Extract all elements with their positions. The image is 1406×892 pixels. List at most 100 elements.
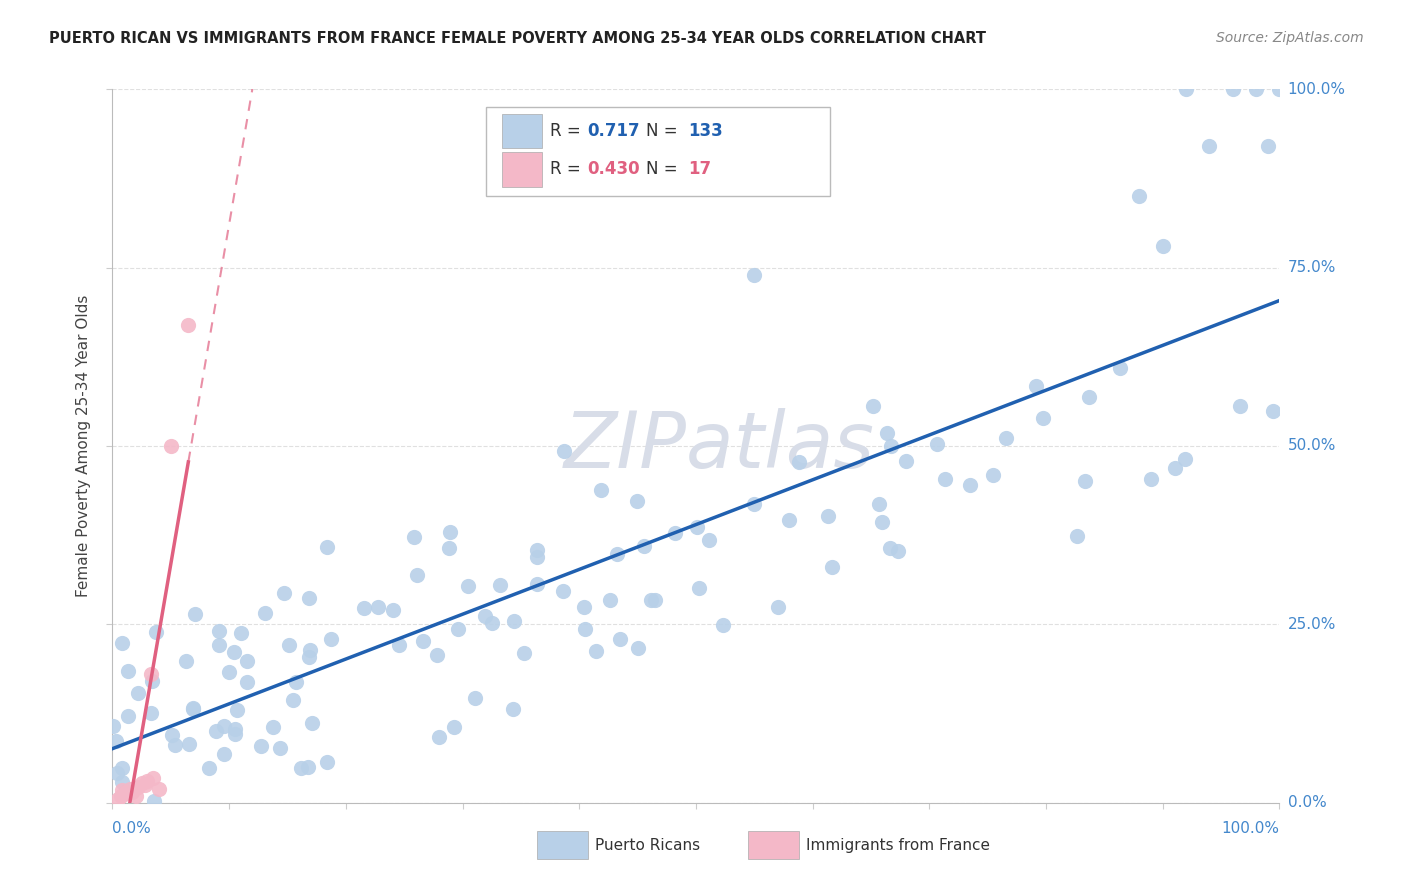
Point (778, 512, 800, 526)
Point (121, 785, 143, 799)
Point (197, 761, 219, 775)
Text: 0.430: 0.430 (588, 161, 640, 178)
Point (1078, 391, 1101, 405)
Point (488, 578, 510, 592)
Point (1174, 452, 1197, 467)
Point (640, 592, 662, 607)
Point (427, 730, 450, 744)
Point (981, 468, 1004, 483)
Point (609, 632, 631, 647)
Point (142, 794, 165, 808)
Point (148, 781, 170, 796)
Point (817, 509, 839, 524)
Text: 17: 17 (688, 161, 711, 178)
Text: Immigrants from France: Immigrants from France (806, 838, 990, 853)
Point (212, 719, 235, 733)
Point (447, 622, 470, 636)
Point (111, 762, 134, 776)
Point (766, 599, 789, 614)
Point (599, 593, 621, 607)
Point (139, 667, 162, 681)
Point (574, 623, 596, 637)
Point (1139, 471, 1161, 485)
Text: 0.717: 0.717 (588, 122, 640, 140)
Point (236, 654, 259, 668)
Point (388, 638, 411, 652)
Point (585, 644, 607, 658)
Point (382, 602, 405, 616)
Point (316, 755, 339, 769)
Point (163, 738, 186, 752)
Y-axis label: Female Poverty Among 25-34 Year Olds: Female Poverty Among 25-34 Year Olds (76, 295, 91, 597)
Point (1222, 82, 1244, 96)
Point (110, 774, 132, 789)
Point (184, 607, 207, 621)
Point (744, 268, 766, 282)
Point (553, 443, 575, 458)
Text: N =: N = (645, 161, 683, 178)
Point (426, 648, 449, 663)
Point (821, 560, 844, 574)
Point (1164, 461, 1187, 475)
Point (1074, 475, 1097, 489)
Text: N =: N = (645, 122, 683, 140)
Point (105, 734, 128, 748)
Point (876, 426, 898, 441)
Point (105, 766, 128, 780)
Point (284, 675, 307, 690)
Point (183, 700, 205, 714)
Point (697, 533, 720, 547)
Point (208, 624, 231, 639)
Point (141, 673, 163, 688)
Point (551, 583, 574, 598)
Point (1152, 239, 1174, 253)
Point (127, 780, 149, 794)
Point (574, 600, 596, 615)
Point (254, 606, 277, 620)
Point (177, 737, 200, 751)
Point (1128, 189, 1150, 203)
Point (262, 720, 284, 734)
FancyBboxPatch shape (502, 114, 541, 148)
Point (160, 439, 183, 453)
Point (315, 540, 337, 554)
Text: Source: ZipAtlas.com: Source: ZipAtlas.com (1216, 31, 1364, 45)
Point (110, 789, 132, 803)
Point (273, 586, 295, 600)
Point (367, 600, 389, 615)
Point (177, 318, 200, 332)
Point (224, 727, 246, 741)
Point (117, 709, 139, 723)
Point (205, 723, 228, 738)
Point (1025, 379, 1047, 393)
Point (226, 703, 249, 717)
Point (474, 608, 496, 623)
Point (353, 600, 375, 615)
Point (870, 515, 893, 529)
Point (236, 675, 259, 690)
Text: 0.0%: 0.0% (1288, 796, 1326, 810)
Point (136, 774, 159, 789)
Point (526, 577, 548, 591)
FancyBboxPatch shape (486, 107, 830, 196)
Point (879, 541, 901, 556)
Point (297, 759, 319, 773)
Point (1229, 399, 1251, 413)
Text: 0.0%: 0.0% (112, 822, 152, 837)
Point (1198, 139, 1220, 153)
Point (439, 525, 461, 540)
Point (131, 776, 153, 790)
Point (160, 728, 183, 742)
Point (934, 472, 956, 486)
Point (319, 632, 342, 646)
Point (464, 691, 486, 706)
Point (664, 526, 686, 541)
Text: 75.0%: 75.0% (1288, 260, 1336, 275)
Point (633, 539, 655, 553)
Point (111, 635, 134, 649)
Text: 100.0%: 100.0% (1288, 82, 1346, 96)
Point (112, 787, 135, 801)
Point (711, 618, 734, 632)
Point (290, 761, 312, 775)
Point (526, 550, 548, 565)
